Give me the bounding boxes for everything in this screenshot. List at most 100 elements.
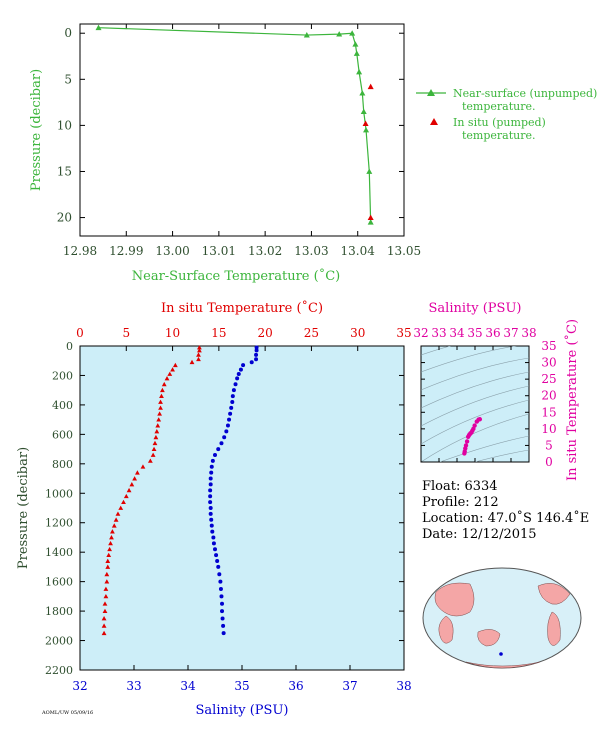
ts-point bbox=[464, 439, 470, 444]
x-tick-label: 34 bbox=[449, 326, 465, 340]
temperature-point bbox=[129, 482, 135, 487]
top-tick-label: 15 bbox=[211, 326, 226, 340]
x-tick-label: 13.05 bbox=[387, 244, 421, 258]
temperature-point bbox=[161, 381, 167, 387]
near-surface-point bbox=[303, 32, 310, 38]
near-surface-point bbox=[95, 24, 102, 31]
temperature-point bbox=[126, 487, 132, 493]
temperature-point bbox=[111, 523, 117, 528]
y-tick-label: 35 bbox=[541, 339, 556, 353]
temperature-point bbox=[123, 493, 129, 499]
y-tick-label: 20 bbox=[541, 389, 556, 403]
top-tick-label: 20 bbox=[258, 326, 273, 340]
salinity-point bbox=[218, 579, 223, 584]
temperature-point bbox=[104, 579, 110, 584]
y-tick-label: 600 bbox=[52, 428, 73, 441]
temperature-point bbox=[101, 630, 107, 636]
temperature-point bbox=[151, 446, 157, 452]
salinity-point bbox=[220, 609, 225, 614]
x-axis-label: Salinity (PSU) bbox=[429, 301, 522, 316]
y-tick-label: 10 bbox=[57, 118, 72, 132]
salinity-point bbox=[208, 500, 213, 505]
salinity-point bbox=[215, 559, 220, 564]
temperature-point bbox=[140, 464, 146, 469]
world-map bbox=[422, 567, 582, 669]
salinity-point bbox=[208, 511, 213, 516]
salinity-point bbox=[214, 553, 219, 558]
density-contour bbox=[474, 449, 529, 462]
ts-point bbox=[471, 426, 476, 432]
salinity-point bbox=[209, 470, 214, 475]
temperature-point bbox=[159, 393, 164, 398]
x-tick-label: 13.00 bbox=[155, 244, 189, 258]
ts-point bbox=[477, 417, 483, 422]
temperature-point bbox=[167, 371, 173, 376]
salinity-point bbox=[221, 631, 226, 636]
temperature-point bbox=[172, 362, 178, 368]
temperature-point bbox=[105, 558, 111, 563]
salinity-point bbox=[219, 594, 224, 599]
salinity-point bbox=[254, 345, 259, 350]
salinity-point bbox=[209, 464, 214, 469]
salinity-point bbox=[218, 587, 223, 591]
map-land-asia bbox=[434, 582, 475, 617]
y-tick-label: 1000 bbox=[45, 487, 73, 500]
y-tick-label: 800 bbox=[52, 458, 73, 471]
y-tick-label: 0 bbox=[545, 455, 553, 469]
density-contours bbox=[421, 346, 529, 462]
temperature-point bbox=[101, 623, 107, 628]
plot-frame bbox=[79, 345, 405, 671]
top-tick-label: 30 bbox=[350, 326, 365, 340]
in-situ-point bbox=[362, 120, 369, 126]
ts-point bbox=[463, 443, 469, 448]
y-tick-label: 1800 bbox=[45, 605, 73, 618]
map-land-north-america bbox=[537, 583, 571, 605]
temperature-point bbox=[106, 552, 112, 558]
temperature-point bbox=[147, 458, 153, 463]
in-situ-point bbox=[367, 214, 374, 220]
legend-near-surface-label: Near-surface (unpumped) bbox=[453, 87, 597, 100]
salinity-point bbox=[227, 417, 232, 422]
map-land-antarctica bbox=[465, 661, 541, 669]
series-layer bbox=[95, 24, 374, 225]
x-tick-label: 35 bbox=[467, 326, 482, 340]
y-tick-label: 10 bbox=[541, 422, 556, 436]
temperature-point bbox=[158, 399, 163, 404]
y-tick-label: 15 bbox=[541, 405, 556, 419]
axes: 0200400600800100012001400160018002000220… bbox=[45, 326, 412, 693]
y-tick-label: 1400 bbox=[45, 546, 73, 559]
temperature-point bbox=[121, 499, 126, 505]
temperature-point bbox=[152, 440, 158, 446]
temperature-point bbox=[105, 564, 111, 569]
salinity-point bbox=[220, 616, 225, 621]
density-contour bbox=[421, 357, 529, 391]
plot-frame bbox=[79, 23, 405, 237]
density-contour bbox=[421, 346, 518, 373]
temperature-point bbox=[189, 359, 195, 365]
temperature-point bbox=[118, 505, 124, 510]
y-tick-label: 30 bbox=[541, 356, 556, 370]
legend-red-triangle-icon bbox=[430, 118, 438, 125]
temperature-point bbox=[156, 417, 162, 422]
salinity-point bbox=[209, 517, 214, 522]
near-surface-series-line bbox=[98, 27, 372, 223]
x-axis-label: Near-Surface Temperature (˚C) bbox=[132, 268, 340, 284]
salinity-point bbox=[231, 388, 236, 393]
x-tick-label: 12.98 bbox=[63, 244, 97, 258]
bottom-axis-label: Salinity (PSU) bbox=[196, 703, 289, 718]
near-surface-point bbox=[363, 127, 370, 133]
temperature-point bbox=[103, 593, 109, 599]
temperature-point bbox=[109, 535, 114, 540]
y-tick-label: 5 bbox=[545, 438, 553, 452]
legend-near-surface-label-2: temperature. bbox=[462, 100, 536, 113]
temperature-point bbox=[102, 601, 108, 606]
temperature-point bbox=[110, 529, 115, 534]
near-surface-point bbox=[349, 30, 356, 36]
y-tick-label: 0 bbox=[64, 26, 72, 40]
near-surface-point bbox=[356, 68, 363, 75]
salinity-point bbox=[228, 411, 233, 416]
temperature-point bbox=[108, 540, 113, 546]
salinity-point bbox=[254, 348, 259, 353]
temperature-point bbox=[197, 348, 202, 353]
